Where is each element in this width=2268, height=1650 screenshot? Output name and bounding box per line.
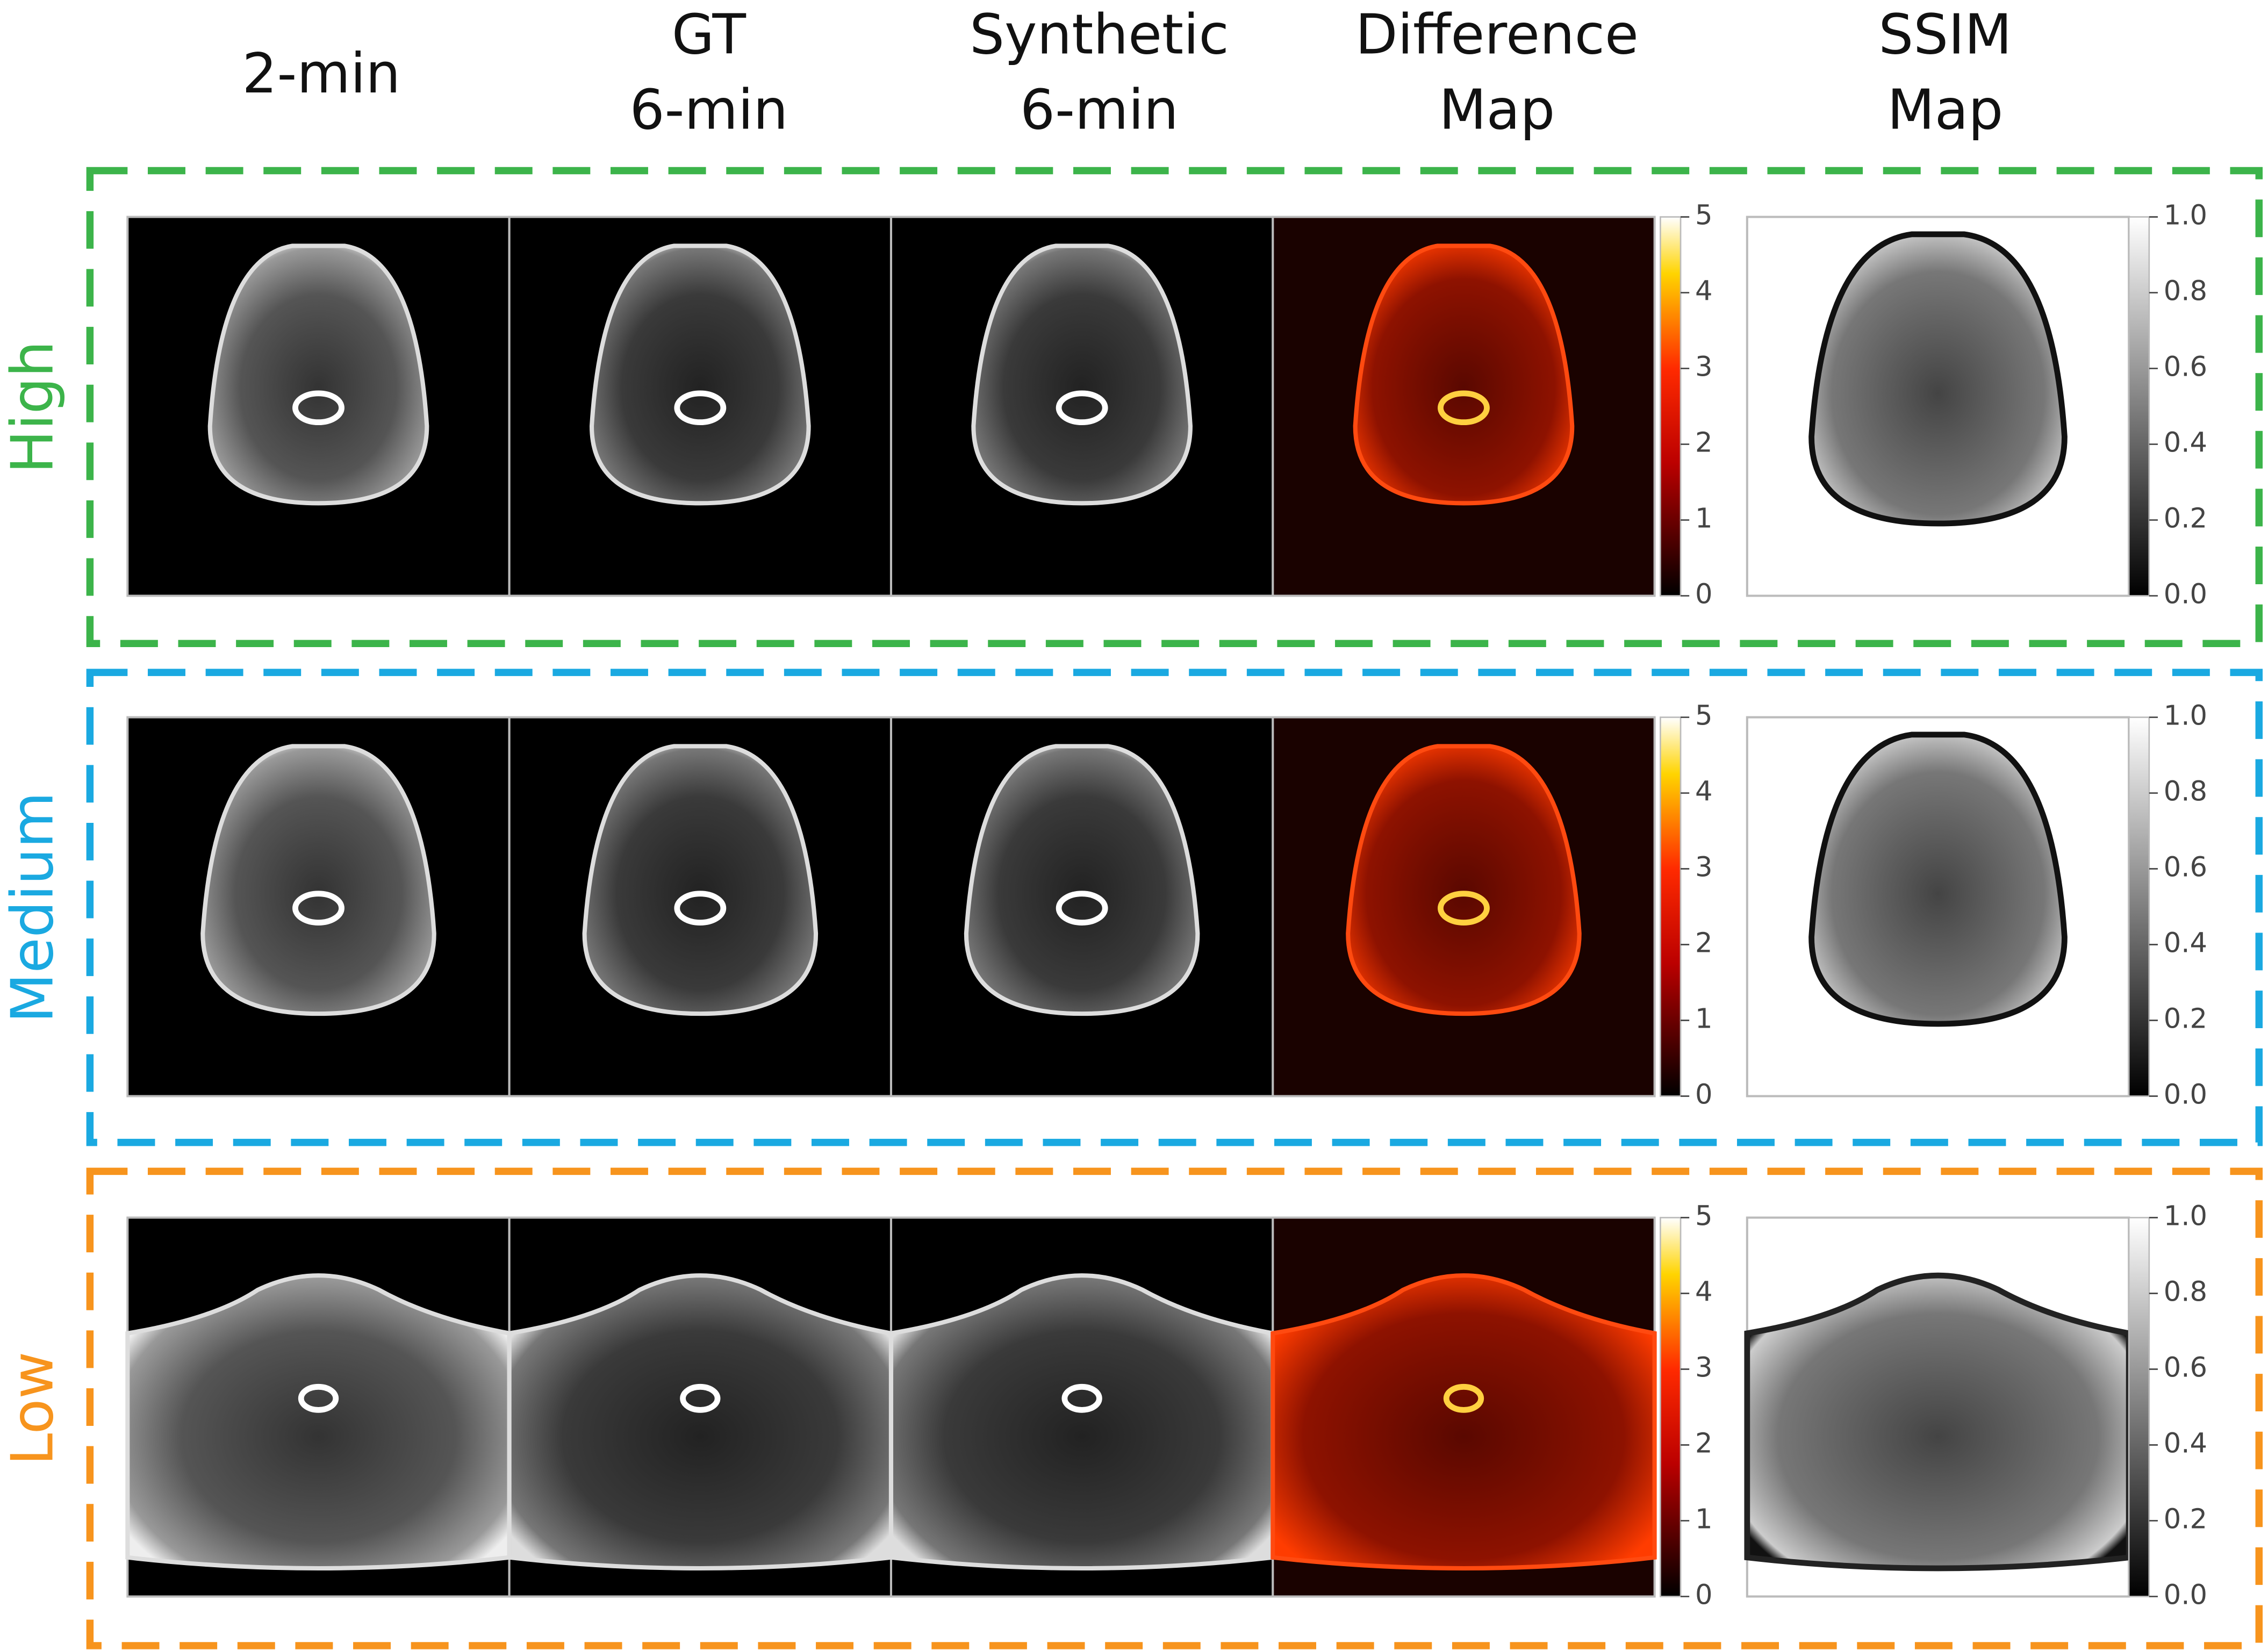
colorbar-tick-label: 0.4 — [2164, 928, 2207, 959]
colorbar-tick-label: 0.4 — [2164, 427, 2207, 459]
spine — [1061, 1383, 1102, 1413]
colorbar — [1660, 716, 1682, 1097]
colorbar-tick-label: 3 — [1695, 351, 1713, 383]
colorbar-tick-label: 5 — [1695, 200, 1713, 232]
colorbar-tick-label: 1 — [1695, 503, 1713, 535]
anatomy — [1271, 1273, 1657, 1570]
colorbar — [1660, 1217, 1682, 1597]
colorbar-tick-label: 1 — [1695, 1503, 1713, 1535]
colorbar — [2128, 716, 2150, 1097]
anatomy — [589, 243, 811, 506]
anatomy — [207, 243, 429, 506]
colorbar-tick-label: 0.0 — [2164, 1579, 2207, 1611]
spine — [292, 891, 344, 926]
colorbar-tick-label: 0.6 — [2164, 852, 2207, 884]
colorbar-tick-label: 1.0 — [2164, 200, 2207, 232]
colorbar-tick-label: 1.0 — [2164, 700, 2207, 732]
anatomy — [200, 744, 436, 1016]
colorbar-tick-label: 0.8 — [2164, 1276, 2207, 1308]
column-header: 6-min — [1020, 78, 1179, 142]
anatomy — [125, 1273, 512, 1570]
colorbar-tick-label: 0.6 — [2164, 1352, 2207, 1383]
colorbar-tick-label: 5 — [1695, 700, 1713, 732]
anatomy — [964, 744, 1200, 1016]
colorbar-tick-label: 3 — [1695, 852, 1713, 884]
colorbar-tick-label: 4 — [1695, 1276, 1713, 1308]
colorbar-tick-label: 0.0 — [2164, 1079, 2207, 1110]
column-header: Difference — [1355, 3, 1639, 67]
colorbar-tick-label: 1 — [1695, 1003, 1713, 1035]
column-header: Map — [1439, 78, 1555, 142]
spine — [1438, 390, 1490, 426]
column-header: 6-min — [630, 78, 788, 142]
colorbar — [1660, 216, 1682, 597]
spine — [1438, 891, 1490, 926]
row-label: Medium — [0, 792, 66, 1023]
spine — [1443, 1383, 1484, 1413]
anatomy — [1346, 744, 1582, 1016]
colorbar-tick-label: 4 — [1695, 776, 1713, 808]
ssim-anatomy — [1808, 731, 2068, 1027]
colorbar — [2128, 1217, 2150, 1597]
colorbar-tick-label: 4 — [1695, 276, 1713, 307]
anatomy — [971, 243, 1193, 506]
anatomy — [582, 744, 819, 1016]
spine — [680, 1383, 721, 1413]
colorbar-tick-label: 1.0 — [2164, 1201, 2207, 1232]
colorbar-tick-label: 0.8 — [2164, 776, 2207, 808]
colorbar-tick-label: 0 — [1695, 1579, 1713, 1611]
colorbar-tick-label: 2 — [1695, 928, 1713, 959]
colorbar-tick-label: 0.0 — [2164, 579, 2207, 611]
ssim-anatomy — [1808, 231, 2068, 527]
colorbar-tick-label: 0 — [1695, 579, 1713, 611]
anatomy — [507, 1273, 894, 1570]
row-frame — [86, 669, 2263, 1146]
spine — [292, 390, 344, 426]
row-label: High — [0, 341, 66, 474]
colorbar-tick-label: 0.4 — [2164, 1427, 2207, 1459]
colorbar-tick-label: 0.6 — [2164, 351, 2207, 383]
column-header: GT — [672, 3, 747, 67]
colorbar — [2128, 216, 2150, 597]
spine — [298, 1383, 339, 1413]
column-header: SSIM — [1878, 3, 2012, 67]
colorbar-tick-label: 0.2 — [2164, 1503, 2207, 1535]
spine — [1056, 891, 1108, 926]
colorbar-tick-label: 0 — [1695, 1079, 1713, 1110]
column-header: Map — [1887, 78, 2004, 142]
colorbar-tick-label: 0.8 — [2164, 276, 2207, 307]
row-frame — [86, 1167, 2263, 1649]
column-header: Synthetic — [970, 3, 1229, 67]
anatomy — [888, 1273, 1275, 1570]
colorbar-tick-label: 5 — [1695, 1201, 1713, 1232]
anatomy — [1353, 243, 1575, 506]
spine — [1056, 390, 1108, 426]
colorbar-tick-label: 0.2 — [2164, 503, 2207, 535]
colorbar-tick-label: 2 — [1695, 1427, 1713, 1459]
colorbar-tick-label: 2 — [1695, 427, 1713, 459]
ssim-anatomy — [1744, 1272, 2132, 1572]
column-header: 2-min — [242, 42, 401, 106]
row-frame — [86, 167, 2263, 648]
colorbar-tick-label: 3 — [1695, 1352, 1713, 1383]
colorbar-tick-label: 0.2 — [2164, 1003, 2207, 1035]
row-label: Low — [0, 1352, 66, 1466]
spine — [674, 390, 727, 426]
spine — [674, 891, 727, 926]
